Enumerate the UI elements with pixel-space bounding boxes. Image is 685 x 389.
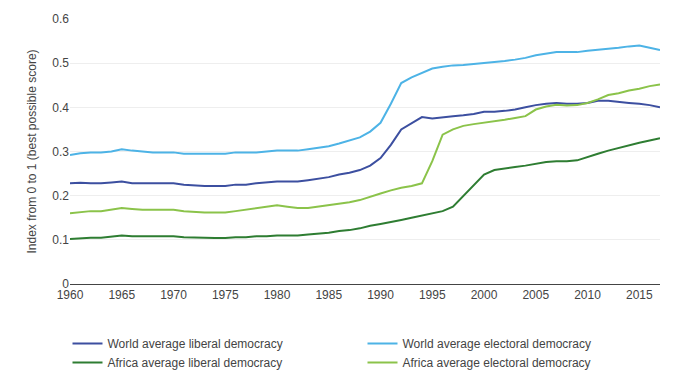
svg-text:1990: 1990 — [367, 288, 394, 302]
svg-text:0.2: 0.2 — [52, 189, 69, 203]
svg-text:Africa average liberal democra: Africa average liberal democracy — [108, 356, 283, 370]
svg-text:Index from 0 to 1 (best possib: Index from 0 to 1 (best possible score) — [25, 49, 39, 253]
svg-text:0.5: 0.5 — [52, 56, 69, 70]
svg-text:2005: 2005 — [522, 288, 549, 302]
svg-text:0.4: 0.4 — [52, 101, 69, 115]
svg-text:World average liberal democrac: World average liberal democracy — [108, 337, 283, 351]
svg-text:0.3: 0.3 — [52, 145, 69, 159]
svg-text:1960: 1960 — [57, 288, 84, 302]
svg-text:Africa average electoral democ: Africa average electoral democracy — [403, 356, 591, 370]
svg-text:2010: 2010 — [574, 288, 601, 302]
svg-text:1995: 1995 — [419, 288, 446, 302]
svg-text:1980: 1980 — [264, 288, 291, 302]
svg-text:World average electoral democr: World average electoral democracy — [403, 337, 592, 351]
svg-text:1965: 1965 — [108, 288, 135, 302]
svg-text:2015: 2015 — [626, 288, 653, 302]
svg-text:1970: 1970 — [160, 288, 187, 302]
svg-text:0.6: 0.6 — [52, 12, 69, 26]
svg-text:0: 0 — [62, 277, 69, 291]
svg-text:1985: 1985 — [315, 288, 342, 302]
svg-text:2000: 2000 — [471, 288, 498, 302]
svg-text:0.1: 0.1 — [52, 233, 69, 247]
svg-text:1975: 1975 — [212, 288, 239, 302]
